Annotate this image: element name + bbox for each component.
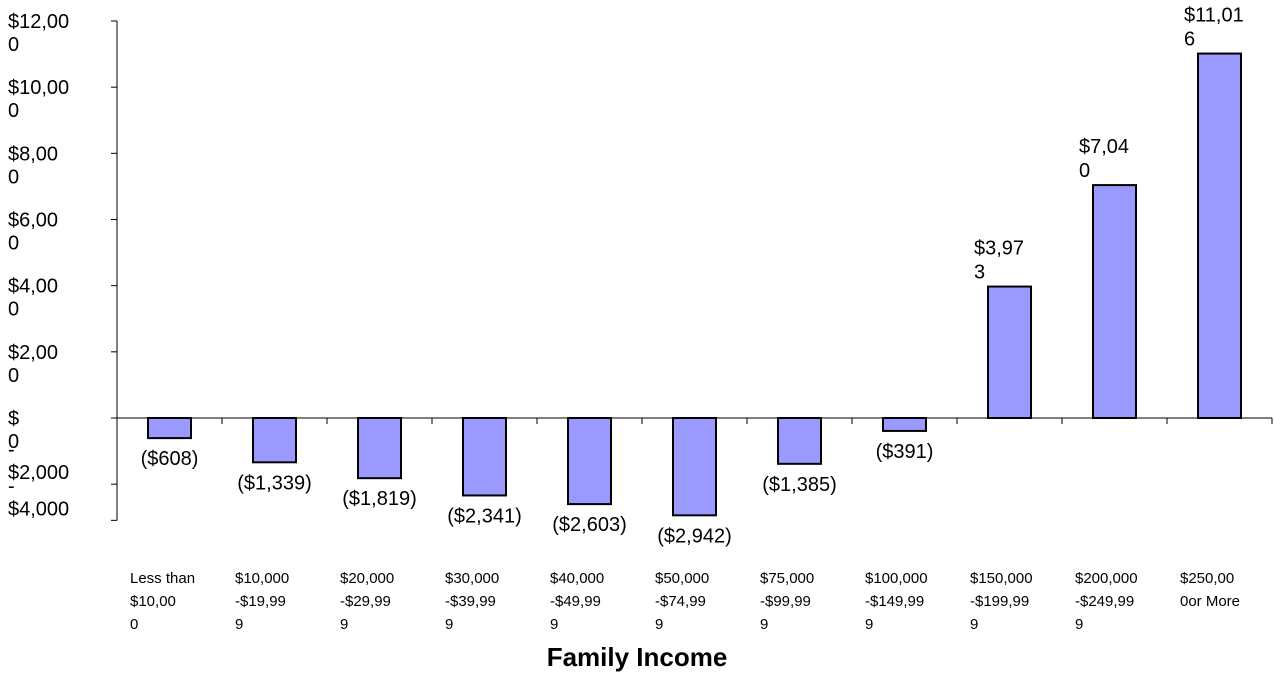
category-label: $10,000 -$19,99 9 — [235, 570, 289, 633]
data-label: ($608) — [141, 448, 199, 470]
data-label: ($1,385) — [762, 474, 837, 496]
data-label: $11,01 6 — [1184, 5, 1244, 51]
category-label: Less than $10,00 0 — [130, 570, 195, 633]
y-tick-label: $2,00 0 — [8, 342, 58, 387]
bar — [357, 417, 402, 480]
data-label: ($1,339) — [237, 472, 312, 494]
y-tick-label: $4,00 0 — [8, 276, 58, 321]
bar — [987, 285, 1032, 419]
category-label: $100,000 -$149,99 9 — [865, 570, 928, 633]
bar — [1197, 52, 1242, 420]
bars — [147, 52, 1242, 517]
data-label: $7,04 0 — [1079, 136, 1129, 182]
data-label: ($1,819) — [342, 488, 417, 510]
bar — [882, 417, 927, 432]
data-label: ($2,603) — [552, 514, 627, 536]
category-label: $150,000 -$199,99 9 — [970, 570, 1033, 633]
bar — [1092, 184, 1137, 419]
category-label: $40,000 -$49,99 9 — [550, 570, 604, 633]
bar — [777, 417, 822, 465]
bar — [252, 417, 297, 464]
y-tick-label: $8,00 0 — [8, 143, 58, 188]
bar — [567, 417, 612, 506]
category-label: $75,000 -$99,99 9 — [760, 570, 814, 633]
category-label: $200,000 -$249,99 9 — [1075, 570, 1138, 633]
data-label: ($2,341) — [447, 505, 522, 527]
category-label: $30,000 -$39,99 9 — [445, 570, 499, 633]
data-label: ($2,942) — [657, 525, 732, 547]
bar — [672, 417, 717, 517]
bar — [462, 417, 507, 497]
y-tick-label: $12,00 0 — [8, 11, 69, 56]
y-tick-label: -$2,000 — [8, 439, 69, 484]
y-tick-label: $0 — [8, 408, 19, 453]
y-tick-label: -$4,000 — [8, 475, 69, 520]
data-labels: ($608) ($1,339) ($1,819) ($2,341) ($2,603) ($… — [141, 5, 1244, 548]
category-label: $50,000 -$74,99 9 — [655, 570, 709, 633]
y-tick-labels: $12,00 0 $10,00 0 $8,00 0 $6,00 0 $4,00 0 $2,00 0 $ 0… — [8, 11, 69, 520]
x-axis-title: Family Income — [547, 642, 728, 672]
y-tick-label: $6,00 0 — [8, 210, 58, 255]
bar — [147, 417, 192, 440]
data-label: ($391) — [876, 441, 934, 463]
category-label: $250,00 0or More — [1180, 570, 1240, 610]
data-label: $3,97 3 — [974, 238, 1024, 284]
category-labels: Less than $10,00 0 $10,000 -$19,99 9 $20,000 -$… — [130, 570, 1240, 633]
category-label: $20,000 -$29,99 9 — [340, 570, 394, 633]
y-tick-label: $10,00 0 — [8, 77, 69, 122]
